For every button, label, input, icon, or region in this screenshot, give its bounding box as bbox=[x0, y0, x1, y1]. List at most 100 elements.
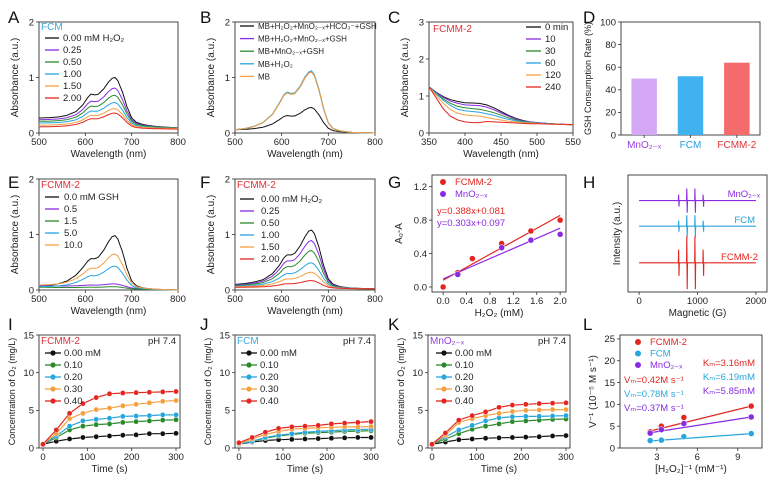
x-tick-label: 350 bbox=[421, 137, 437, 148]
y-tick-label: 0 bbox=[419, 128, 424, 139]
legend-label: 0.00 mM bbox=[455, 348, 492, 359]
legend-marker bbox=[246, 398, 252, 404]
y-tick-label: 2 bbox=[29, 17, 34, 28]
data-point bbox=[328, 435, 335, 442]
x-axis-label: Wavelength (nm) bbox=[267, 149, 343, 160]
legend-marker bbox=[635, 339, 641, 345]
data-point bbox=[509, 413, 516, 420]
data-point bbox=[509, 408, 516, 415]
data-point bbox=[456, 436, 462, 443]
data-point bbox=[482, 423, 489, 429]
equation-annotation: y=0.303x+0.097 bbox=[437, 218, 505, 229]
data-point bbox=[106, 421, 113, 427]
data-point bbox=[302, 436, 308, 442]
legend-marker bbox=[635, 362, 641, 368]
panel-sample-label: FCMM-2 bbox=[237, 180, 276, 191]
bar bbox=[677, 76, 704, 135]
data-point bbox=[315, 435, 322, 442]
x-tick-label: 0 bbox=[40, 452, 45, 463]
spectrum-line bbox=[234, 71, 375, 134]
equation-annotation: Vₘ=0.37M s⁻¹ bbox=[624, 403, 684, 414]
legend-label: MB+H₂O₂+MnO₂₋ₓ+HCO₃⁻+GSH bbox=[258, 22, 377, 31]
panel-letter: H bbox=[583, 173, 595, 192]
y-tick-label: 0 bbox=[611, 130, 616, 141]
data-point bbox=[549, 413, 556, 419]
panel-letter: L bbox=[583, 315, 592, 334]
x-tick-label: 1.6 bbox=[530, 296, 543, 307]
category-label: FCM bbox=[680, 140, 702, 151]
spectrum-line bbox=[235, 280, 375, 290]
ph-label: pH 7.4 bbox=[343, 336, 371, 347]
data-point bbox=[159, 417, 166, 423]
data-point bbox=[536, 407, 542, 413]
x-tick-label: 300 bbox=[168, 452, 184, 463]
legend-label: 2.00 bbox=[63, 93, 82, 104]
panel-b: B 500 600 700 800 0 1 2 Wavelength (nm) Absorbanc… bbox=[200, 8, 383, 160]
y-tick-label: 40 bbox=[605, 85, 616, 96]
legend-label: MB bbox=[258, 72, 270, 81]
data-point bbox=[80, 410, 86, 417]
x-axis-label: Magnetic (G) bbox=[669, 308, 727, 319]
data-point bbox=[680, 420, 688, 427]
panel-j: J 0 100 200 300 0 5 10 15 Time (s) Concentration o… bbox=[200, 315, 379, 475]
trace-label: FCMM-2 bbox=[721, 252, 758, 263]
panel-c: C 350 400 450 500 550 0 1 2 3 Wavelength (nm) Absor… bbox=[388, 8, 581, 160]
data-point bbox=[341, 435, 348, 441]
x-tick-label: 0 bbox=[429, 452, 434, 463]
data-point bbox=[173, 388, 179, 395]
y-tick-label: 10 bbox=[23, 368, 34, 379]
data-point bbox=[106, 390, 113, 397]
data-point bbox=[747, 413, 755, 421]
panel-letter: E bbox=[8, 173, 19, 192]
y-tick-label: 10 bbox=[412, 368, 423, 379]
legend-label: 5.0 bbox=[64, 228, 77, 239]
data-point bbox=[106, 415, 113, 422]
y-tick-label: 2 bbox=[225, 174, 230, 185]
data-point bbox=[146, 399, 153, 406]
data-point bbox=[549, 400, 556, 406]
trace-label: MnO₂₋ₓ bbox=[728, 189, 761, 200]
x-tick-label: 100 bbox=[275, 452, 291, 463]
legend-label: FCMM-2 bbox=[650, 337, 687, 348]
legend-marker bbox=[635, 350, 641, 357]
y-axis-label: Absorbance (a.u.) bbox=[206, 38, 217, 118]
legend-marker bbox=[50, 398, 56, 404]
x-tick-label: 600 bbox=[77, 294, 93, 305]
y-tick-label: 0 bbox=[225, 443, 230, 454]
data-point bbox=[80, 418, 86, 424]
legend-label: 0.50 bbox=[63, 57, 82, 68]
y-tick-label: 15 bbox=[219, 330, 230, 341]
data-point bbox=[315, 422, 322, 429]
legend-label: 0 min bbox=[545, 22, 568, 33]
data-point bbox=[249, 434, 255, 441]
legend-label: 0.30 bbox=[260, 384, 279, 395]
data-point bbox=[563, 406, 569, 413]
data-point bbox=[522, 413, 529, 420]
y-tick-label: 2 bbox=[225, 17, 230, 28]
y-tick-label: 10 bbox=[604, 400, 615, 411]
x-axis-label: Time (s) bbox=[287, 464, 323, 475]
y-tick-label: 0 bbox=[29, 285, 34, 296]
x-tick-label: 0 bbox=[236, 452, 241, 463]
y-tick-label: 1 bbox=[225, 230, 230, 241]
y-axis-label: GSH Consumption Rate (%) bbox=[583, 22, 593, 135]
data-point bbox=[93, 433, 99, 440]
legend-label: 0.25 bbox=[63, 45, 82, 56]
y-axis-label: Absorbance (a.u.) bbox=[10, 38, 21, 118]
x-tick-label: 0.8 bbox=[483, 296, 496, 307]
data-point bbox=[66, 423, 73, 429]
y-axis-label: Intensity (a.u.) bbox=[612, 202, 623, 265]
data-point bbox=[646, 437, 654, 444]
data-point bbox=[93, 394, 99, 401]
panel-letter: F bbox=[200, 173, 210, 192]
y-tick-label: 0 bbox=[225, 285, 230, 296]
y-tick-label: 1 bbox=[419, 91, 424, 102]
data-point bbox=[509, 418, 516, 425]
legend-label: 0.50 bbox=[261, 218, 280, 229]
legend-label: 1.50 bbox=[261, 242, 280, 253]
y-axis-label: V⁻¹ (10⁻⁵ M s⁻¹) bbox=[588, 355, 599, 428]
y-tick-label: 3 bbox=[419, 17, 424, 28]
data-point bbox=[133, 413, 139, 419]
data-point bbox=[509, 434, 516, 441]
panel-a: A 500 600 700 800 0 1 2 Wavelength (nm) Absorbanc… bbox=[8, 8, 186, 160]
